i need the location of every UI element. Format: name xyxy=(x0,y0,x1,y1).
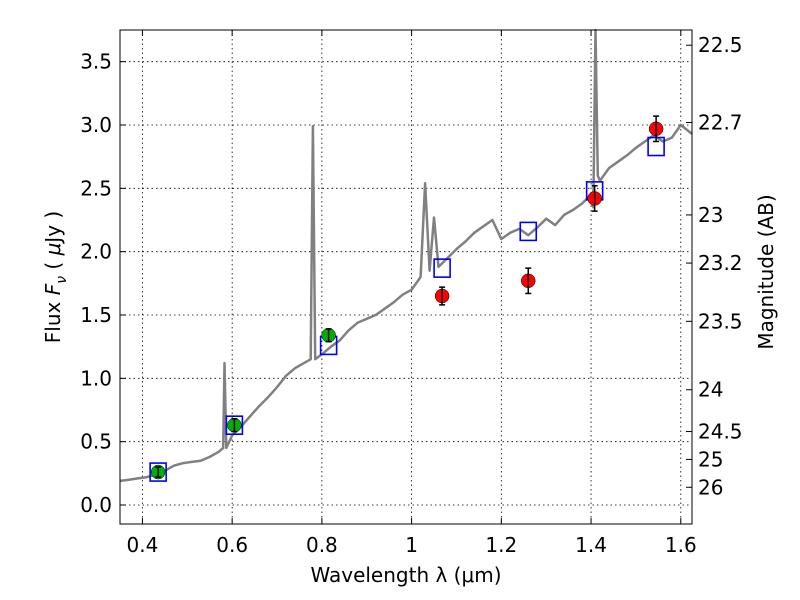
model-box xyxy=(149,462,167,482)
y-tick-label: 3.0 xyxy=(80,113,112,137)
y-tick-label: 1.0 xyxy=(80,366,112,390)
x-tick-label: 0.4 xyxy=(127,533,159,557)
right-tick-label: 23.5 xyxy=(698,309,743,333)
spectrum-series xyxy=(119,28,693,483)
y-axis-label-prefix: Flux xyxy=(41,295,65,343)
model-box xyxy=(225,415,244,436)
right-axis-label: Magnitude (AB) xyxy=(754,194,778,349)
right-tick-label: 22.5 xyxy=(698,33,743,57)
y-tick-label: 2.5 xyxy=(80,176,112,200)
y-tick-label: 3.5 xyxy=(80,50,112,74)
y-axis-label-subscript: ν xyxy=(54,276,70,284)
y-tick-label: 0.0 xyxy=(80,493,112,517)
spectrum-line xyxy=(119,28,693,483)
y-axis-label: Flux Fν ( μJy ) xyxy=(41,211,70,343)
right-tick-label: 24 xyxy=(698,378,723,402)
grid xyxy=(120,30,692,524)
plot-frame xyxy=(119,29,693,525)
right-tick-label: 24.5 xyxy=(698,420,743,444)
right-tick-label: 26 xyxy=(698,475,723,499)
y-tick-label: 0.5 xyxy=(80,430,112,454)
right-tick-label: 25 xyxy=(698,447,723,471)
x-tick-label: 1.6 xyxy=(665,533,697,557)
right-tick-label: 23.2 xyxy=(698,251,743,275)
model-box-series xyxy=(149,136,665,482)
right-tick-label: 23 xyxy=(698,203,723,227)
right-tick-label: 22.7 xyxy=(698,110,743,134)
y-axis-label-open: ( xyxy=(41,255,65,276)
ticks: 0.4 0.6 0.8 1 1.2 1.4 1.6 0.0 0.5 1.0 1.5 2.0 2.5 3.0… xyxy=(80,30,743,557)
observed-series xyxy=(150,115,664,480)
y-axis-label-symbol: F xyxy=(41,283,65,295)
x-tick-label: 1 xyxy=(405,533,418,557)
y-tick-label: 1.5 xyxy=(80,303,112,327)
y-tick-label: 2.0 xyxy=(80,240,112,264)
y-axis-label-unit: Jy ) xyxy=(41,211,65,245)
x-tick-label: 0.8 xyxy=(306,533,338,557)
x-tick-label: 1.2 xyxy=(485,533,517,557)
model-box xyxy=(433,258,451,278)
x-tick-label: 1.4 xyxy=(575,533,607,557)
model-box xyxy=(519,221,538,242)
x-tick-label: 0.6 xyxy=(216,533,248,557)
y-axis-label-mu: μ xyxy=(41,243,65,257)
x-axis-label: Wavelength λ (μm) xyxy=(310,563,501,587)
